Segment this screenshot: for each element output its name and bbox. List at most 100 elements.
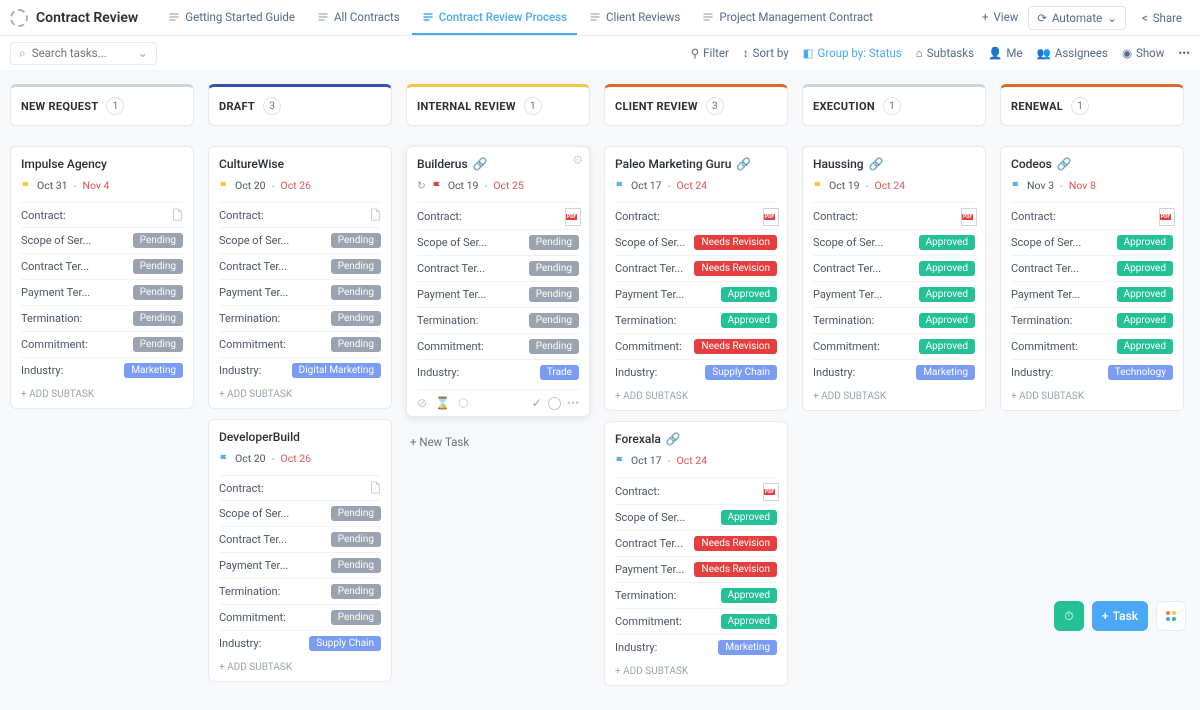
status-pill[interactable]: Pending [331,506,381,521]
add-subtask-button[interactable]: + ADD SUBTASK [219,656,381,675]
task-card[interactable]: DeveloperBuild Oct 20 - Oct 26 Contract:… [208,419,392,682]
column-header[interactable]: EXECUTION1 [802,84,986,126]
tag-icon[interactable]: ⊘ [417,396,427,410]
tab-all-contracts[interactable]: All Contracts [307,1,410,35]
filter-button[interactable]: ⚲Filter [691,46,729,60]
assign-icon[interactable]: ⚙ [572,153,583,167]
chevron-down-icon[interactable]: ⌄ [138,46,148,60]
status-pill[interactable]: Pending [331,532,381,547]
add-subtask-button[interactable]: + ADD SUBTASK [1011,385,1173,404]
status-pill[interactable]: Technology [1108,365,1173,380]
status-pill[interactable]: Pending [529,313,579,328]
status-pill[interactable]: Needs Revision [694,562,777,577]
column-header[interactable]: INTERNAL REVIEW1 [406,84,590,126]
status-pill[interactable]: Approved [721,313,777,328]
sort-button[interactable]: ↕Sort by [743,46,789,60]
show-button[interactable]: ◉Show [1122,46,1164,60]
status-pill[interactable]: Approved [721,510,777,525]
status-pill[interactable]: Marketing [124,363,183,378]
group-button[interactable]: ◧Group by: Status [803,46,902,60]
status-pill[interactable]: Pending [331,584,381,599]
more-button[interactable]: ••• [1178,46,1190,60]
new-task-button[interactable]: + New Task [406,427,590,457]
status-pill[interactable]: Pending [529,261,579,276]
status-pill[interactable]: Pending [133,311,183,326]
column-header[interactable]: DRAFT3 [208,84,392,126]
more-icon[interactable]: ••• [567,396,579,410]
tab-getting-started-guide[interactable]: Getting Started Guide [158,1,305,35]
status-pill[interactable]: Pending [529,235,579,250]
add-subtask-button[interactable]: + ADD SUBTASK [615,660,777,679]
tab-project-management-contract[interactable]: Project Management Contract [692,1,883,35]
status-pill[interactable]: Approved [919,261,975,276]
automate-button[interactable]: ⟳ Automate ⌄ [1028,6,1125,30]
status-pill[interactable]: Approved [919,235,975,250]
status-pill[interactable]: Needs Revision [694,339,777,354]
status-pill[interactable]: Approved [1117,313,1173,328]
task-card[interactable]: ⚙ Builderus 🔗 ↻ Oct 19 - Oct 25 Contract… [406,146,590,417]
assignee-empty-icon[interactable] [548,397,561,410]
status-pill[interactable]: Needs Revision [694,536,777,551]
status-pill[interactable]: Approved [919,287,975,302]
status-pill[interactable]: Approved [1117,261,1173,276]
assignees-button[interactable]: 👥Assignees [1037,46,1108,60]
status-pill[interactable]: Pending [529,339,579,354]
status-pill[interactable]: Needs Revision [694,235,777,250]
status-pill[interactable]: Pending [529,287,579,302]
add-subtask-button[interactable]: + ADD SUBTASK [615,385,777,404]
task-card[interactable]: Impulse Agency Oct 31 - Nov 4 Contract: … [10,146,194,409]
status-pill[interactable]: Pending [331,233,381,248]
tab-client-reviews[interactable]: Client Reviews [579,1,690,35]
status-pill[interactable]: Pending [331,259,381,274]
timer-fab[interactable]: ⏱ [1054,601,1084,631]
status-pill[interactable]: Pending [331,311,381,326]
add-subtask-button[interactable]: + ADD SUBTASK [21,383,183,402]
add-subtask-button[interactable]: + ADD SUBTASK [219,383,381,402]
share-button[interactable]: < Share [1134,7,1190,29]
hourglass-icon[interactable]: ⌛ [435,396,450,410]
status-pill[interactable]: Pending [331,337,381,352]
status-pill[interactable]: Approved [721,614,777,629]
status-pill[interactable]: Pending [331,558,381,573]
new-task-fab[interactable]: +Task [1092,601,1148,631]
status-pill[interactable]: Approved [721,588,777,603]
status-pill[interactable]: Pending [133,233,183,248]
status-pill[interactable]: Approved [721,287,777,302]
task-card[interactable]: Codeos 🔗 Nov 3 - Nov 8 Contract: Scope o… [1000,146,1184,411]
task-card[interactable]: Paleo Marketing Guru 🔗 Oct 17 - Oct 24 C… [604,146,788,411]
apps-fab[interactable] [1156,601,1186,631]
status-pill[interactable]: Pending [133,259,183,274]
status-pill[interactable]: Approved [1117,235,1173,250]
status-pill[interactable]: Approved [919,313,975,328]
status-pill[interactable]: Supply Chain [309,636,381,651]
status-pill[interactable]: Digital Marketing [292,363,381,378]
column-header[interactable]: CLIENT REVIEW3 [604,84,788,126]
status-pill[interactable]: Approved [1117,287,1173,302]
status-icon[interactable]: ⬡ [458,396,468,410]
status-pill[interactable]: Pending [331,285,381,300]
status-pill[interactable]: Pending [133,285,183,300]
status-pill[interactable]: Pending [331,610,381,625]
tab-contract-review-process[interactable]: Contract Review Process [412,1,577,35]
column-header[interactable]: NEW REQUEST1 [10,84,194,126]
check-icon[interactable]: ✓ [532,396,542,410]
me-button[interactable]: 👤Me [988,46,1022,60]
status-pill[interactable]: Marketing [916,365,975,380]
status-pill[interactable]: Approved [919,339,975,354]
status-pill[interactable]: Supply Chain [705,365,777,380]
status-pill[interactable]: Trade [540,365,579,380]
task-card[interactable]: Haussing 🔗 Oct 19 - Oct 24 Contract: Sco… [802,146,986,411]
status-pill[interactable]: Pending [133,337,183,352]
pdf-icon [763,483,777,499]
add-subtask-button[interactable]: + ADD SUBTASK [813,385,975,404]
column-header[interactable]: RENEWAL1 [1000,84,1184,126]
subtasks-button[interactable]: ⌂Subtasks [916,46,974,60]
task-card[interactable]: CultureWise Oct 20 - Oct 26 Contract: Sc… [208,146,392,409]
status-pill[interactable]: Needs Revision [694,261,777,276]
add-view-tab[interactable]: + View [972,1,1028,35]
status-pill[interactable]: Marketing [718,640,777,655]
search-wrap[interactable]: ⌕ ⌄ [10,42,157,65]
status-pill[interactable]: Approved [1117,339,1173,354]
search-input[interactable] [32,46,132,60]
task-card[interactable]: Forexala 🔗 Oct 17 - Oct 24 Contract: Sco… [604,421,788,686]
